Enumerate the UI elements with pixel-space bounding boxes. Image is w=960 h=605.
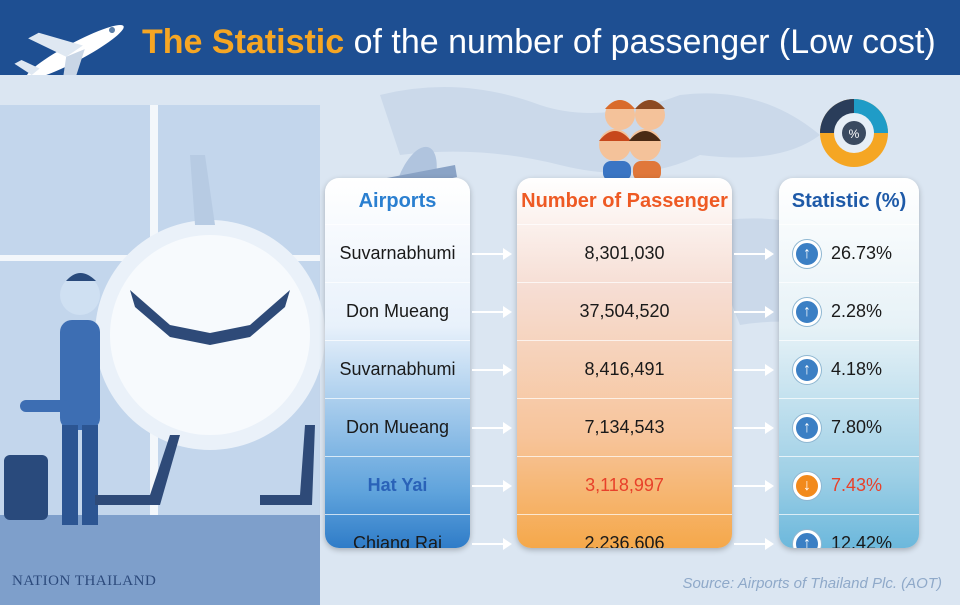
statistic-cell: ↑ 12.42%: [779, 514, 919, 548]
arrow-down-icon: ↓: [793, 471, 821, 500]
airports-column: Airports Suvarnabhumi Don Mueang Suvarna…: [325, 178, 470, 548]
arrow-up-icon: ↑: [793, 297, 821, 326]
statistic-value: 7.80%: [831, 417, 883, 437]
statistic-cell: ↑ 7.80%: [779, 398, 919, 456]
statistic-cell: ↓ 7.43%: [779, 456, 919, 514]
arrow-up-icon: ↑: [793, 413, 821, 442]
nation-thailand-logo: NATION THAILAND: [12, 573, 157, 589]
airport-cell: Suvarnabhumi: [325, 340, 470, 398]
header-bar: The Statistic of the number of passenger…: [0, 0, 960, 99]
connector-arrow-icon: [472, 248, 512, 260]
statistic-cell: ↑ 4.18%: [779, 340, 919, 398]
statistic-column: Statistic (%) ↑ 26.73% ↑ 2.28% ↑ 4.18% ↑…: [779, 178, 919, 548]
connector-arrow-icon: [472, 364, 512, 376]
airports-header: Airports: [358, 189, 437, 212]
connector-arrow-icon: [734, 480, 774, 492]
statistic-cell: ↑ 2.28%: [779, 282, 919, 340]
connector-arrow-icon: [472, 306, 512, 318]
passengers-header: Number of Passenger: [521, 189, 728, 212]
airport-cell: Chiang Rai: [325, 514, 470, 548]
passenger-cell: 8,416,491: [517, 340, 732, 398]
connector-arrow-icon: [472, 538, 512, 550]
statistic-header: Statistic (%): [791, 189, 907, 212]
title-rest: of the number of passenger (Low cost): [344, 23, 936, 61]
passengers-column: Number of Passenger 8,301,030 37,504,520…: [517, 178, 732, 548]
airport-cell: Don Mueang: [325, 282, 470, 340]
page-title: The Statistic of the number of passenger…: [142, 22, 936, 62]
title-highlight: The Statistic: [142, 23, 345, 61]
connector-arrow-icon: [472, 480, 512, 492]
arrow-up-icon: ↑: [793, 355, 821, 384]
statistic-cell: ↑ 26.73%: [779, 224, 919, 282]
passenger-cell: 8,301,030: [517, 224, 732, 282]
arrow-up-icon: ↑: [793, 239, 821, 268]
arrow-up-icon: ↑: [793, 529, 821, 548]
statistic-value: 26.73%: [831, 243, 893, 263]
connector-arrow-icon: [734, 364, 774, 376]
airport-cell: Don Mueang: [325, 398, 470, 456]
connector-arrow-icon: [734, 248, 774, 260]
passenger-cell: 2,236,606: [517, 514, 732, 548]
statistic-value: 2.28%: [831, 301, 883, 321]
airport-cell: Hat Yai: [325, 456, 470, 514]
svg-text:%: %: [849, 127, 860, 141]
passenger-cell: 3,118,997: [517, 456, 732, 514]
statistic-value: 12.42%: [831, 533, 893, 548]
passenger-cell: 7,134,543: [517, 398, 732, 456]
connector-arrow-icon: [472, 422, 512, 434]
statistic-value: 4.18%: [831, 359, 883, 379]
passenger-cell: 37,504,520: [517, 282, 732, 340]
statistic-value: 7.43%: [831, 475, 883, 495]
connector-arrow-icon: [734, 422, 774, 434]
connector-arrow-icon: [734, 306, 774, 318]
airport-cell: Suvarnabhumi: [325, 224, 470, 282]
connector-arrow-icon: [734, 538, 774, 550]
source-note: Source: Airports of Thailand Plc. (AOT): [682, 575, 942, 592]
